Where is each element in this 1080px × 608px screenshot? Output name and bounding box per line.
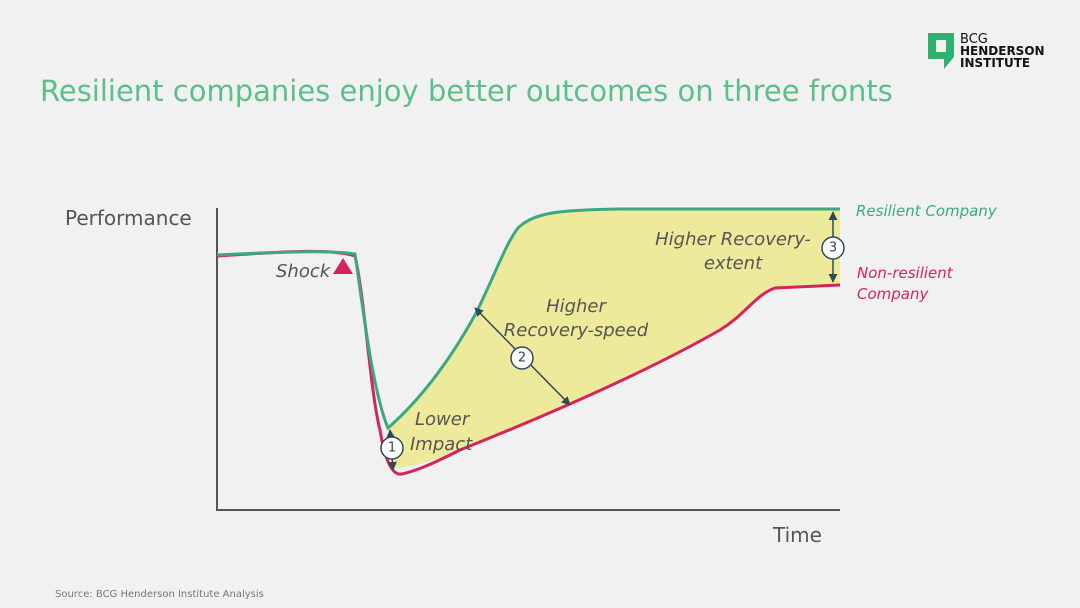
marker-number: 3: [829, 241, 837, 256]
resilient-curve: [216, 207, 840, 431]
marker-circle: [380, 436, 404, 460]
title: Resilient companies enjoy better outcome…: [40, 74, 893, 108]
annotation: Higher: [546, 296, 607, 317]
annotation: Impact: [410, 434, 473, 455]
annotation: Shock: [276, 261, 332, 282]
annotation: Lower: [415, 409, 471, 430]
shock-marker: [333, 258, 353, 274]
logo-text: HENDERSON: [960, 44, 1045, 58]
annotation: Recovery-speed: [504, 320, 649, 341]
x-axis-label: Time: [772, 523, 822, 547]
marker-circle: [510, 346, 534, 370]
legend-label: Resilient Company: [856, 202, 998, 220]
logo-text: INSTITUTE: [960, 56, 1030, 70]
logo-text: BCG: [960, 32, 988, 47]
logo: BCG HENDERSON INSTITUTE: [928, 32, 1045, 70]
y-axis-label: Performance: [65, 206, 192, 230]
legend-label: Company: [857, 285, 929, 303]
legend-label: Non-resilient: [857, 264, 954, 282]
annotation: Higher Recovery-: [655, 229, 811, 250]
marker-circle: [821, 236, 845, 260]
marker-number: 2: [518, 351, 526, 366]
source: Source: BCG Henderson Institute Analysis: [55, 589, 264, 600]
annotation: extent: [704, 253, 763, 274]
axes: [216, 208, 840, 511]
marker-number: 1: [388, 441, 396, 456]
